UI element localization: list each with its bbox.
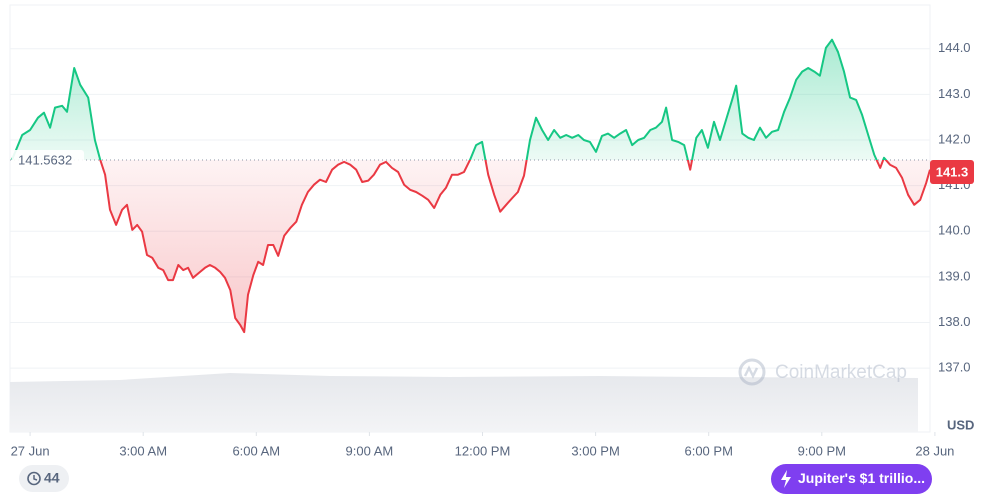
- watermark-text: CoinMarketCap: [775, 362, 907, 383]
- y-tick-label: 143.0: [938, 86, 971, 101]
- baseline-label: 141.5632: [18, 152, 72, 167]
- series: 141.5632 141.3: [10, 38, 974, 334]
- watermark: CoinMarketCap: [738, 358, 907, 386]
- x-tick-label: 9:00 PM: [798, 443, 846, 458]
- current-price-badge: [930, 159, 974, 184]
- current-price-label: 141.3: [936, 164, 969, 179]
- y-tick-label: 142.0: [938, 131, 971, 146]
- y-tick-label: 137.0: [938, 360, 971, 375]
- x-tick-label: 28 Jun: [915, 443, 954, 458]
- x-tick-label: 3:00 AM: [119, 443, 167, 458]
- x-tick-label: 6:00 PM: [684, 443, 732, 458]
- y-tick-label: 138.0: [938, 314, 971, 329]
- news-text: Jupiter's $1 trillio...: [798, 470, 925, 486]
- x-tick-label: 9:00 AM: [346, 443, 394, 458]
- x-tick-label: 3:00 PM: [571, 443, 619, 458]
- volume-area: [10, 373, 918, 432]
- price-line: [11, 38, 931, 334]
- x-tick-label: 6:00 AM: [232, 443, 280, 458]
- y-axis-label: USD: [947, 417, 974, 432]
- history-count: 44: [44, 470, 60, 486]
- y-tick-label: 140.0: [938, 223, 971, 238]
- baseline-label-bg: [12, 149, 84, 170]
- y-tick-label: 144.0: [938, 40, 971, 55]
- price-area: [12, 39, 930, 333]
- y-tick-label: 139.0: [938, 268, 971, 283]
- x-tick-label: 27 Jun: [11, 443, 50, 458]
- history-badge[interactable]: 44: [19, 465, 69, 492]
- news-badge[interactable]: Jupiter's $1 trillio...: [771, 464, 932, 494]
- x-tick-label: 12:00 PM: [455, 443, 511, 458]
